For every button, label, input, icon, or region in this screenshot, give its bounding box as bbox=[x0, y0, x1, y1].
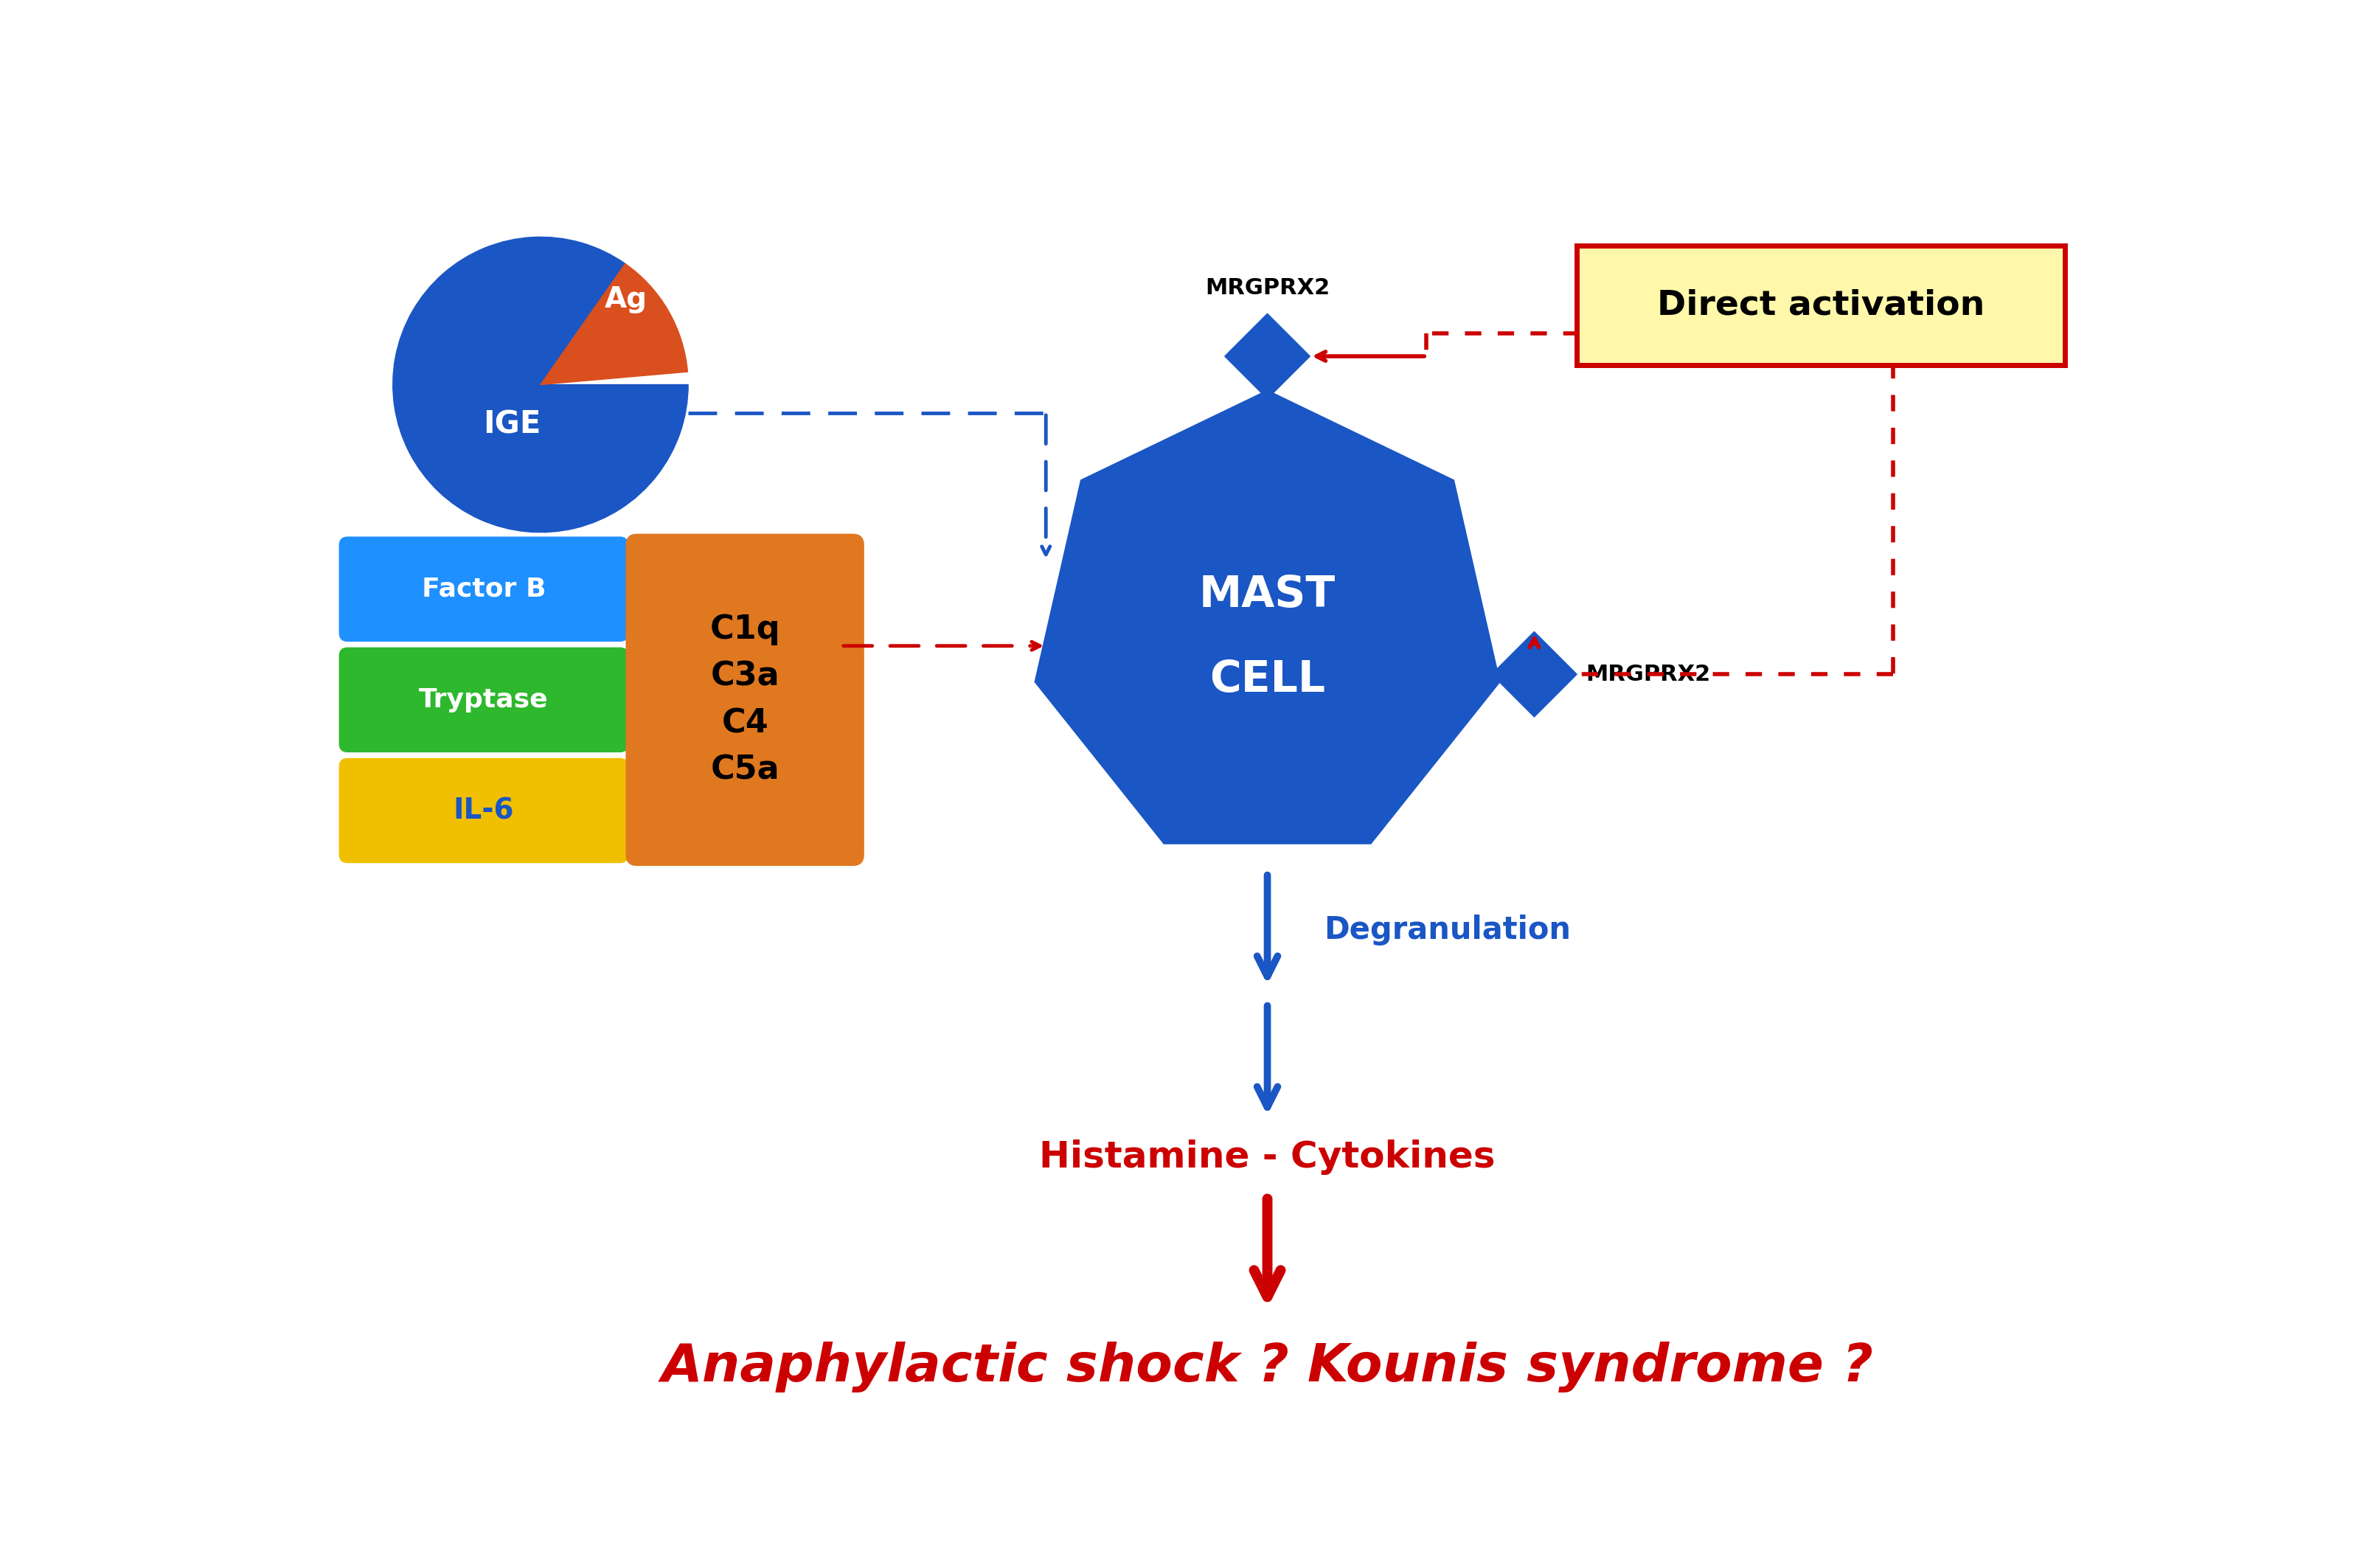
Wedge shape bbox=[393, 237, 689, 532]
Text: MRGPRX2: MRGPRX2 bbox=[1584, 663, 1710, 685]
Text: Anaphylactic shock ? Kounis syndrome ?: Anaphylactic shock ? Kounis syndrome ? bbox=[661, 1342, 1873, 1392]
Wedge shape bbox=[540, 263, 687, 384]
Text: Degranulation: Degranulation bbox=[1324, 914, 1570, 946]
Text: Factor B: Factor B bbox=[422, 577, 545, 602]
FancyBboxPatch shape bbox=[625, 533, 864, 866]
Text: Histamine - Cytokines: Histamine - Cytokines bbox=[1040, 1140, 1494, 1174]
Polygon shape bbox=[1492, 632, 1577, 717]
FancyBboxPatch shape bbox=[339, 757, 628, 862]
Text: CELL: CELL bbox=[1210, 659, 1324, 701]
Text: Tryptase: Tryptase bbox=[419, 687, 549, 712]
Text: IGE: IGE bbox=[483, 409, 540, 441]
Polygon shape bbox=[1035, 390, 1499, 844]
FancyBboxPatch shape bbox=[1577, 246, 2065, 365]
FancyBboxPatch shape bbox=[339, 536, 628, 641]
Text: MRGPRX2: MRGPRX2 bbox=[1205, 278, 1328, 299]
Text: MAST: MAST bbox=[1198, 574, 1336, 616]
Text: Ag: Ag bbox=[604, 285, 646, 314]
Polygon shape bbox=[1224, 314, 1310, 398]
FancyBboxPatch shape bbox=[339, 648, 628, 753]
Text: Direct activation: Direct activation bbox=[1658, 289, 1984, 321]
Text: C1q
C3a
C4
C5a: C1q C3a C4 C5a bbox=[710, 613, 779, 786]
Text: IL-6: IL-6 bbox=[452, 797, 514, 825]
